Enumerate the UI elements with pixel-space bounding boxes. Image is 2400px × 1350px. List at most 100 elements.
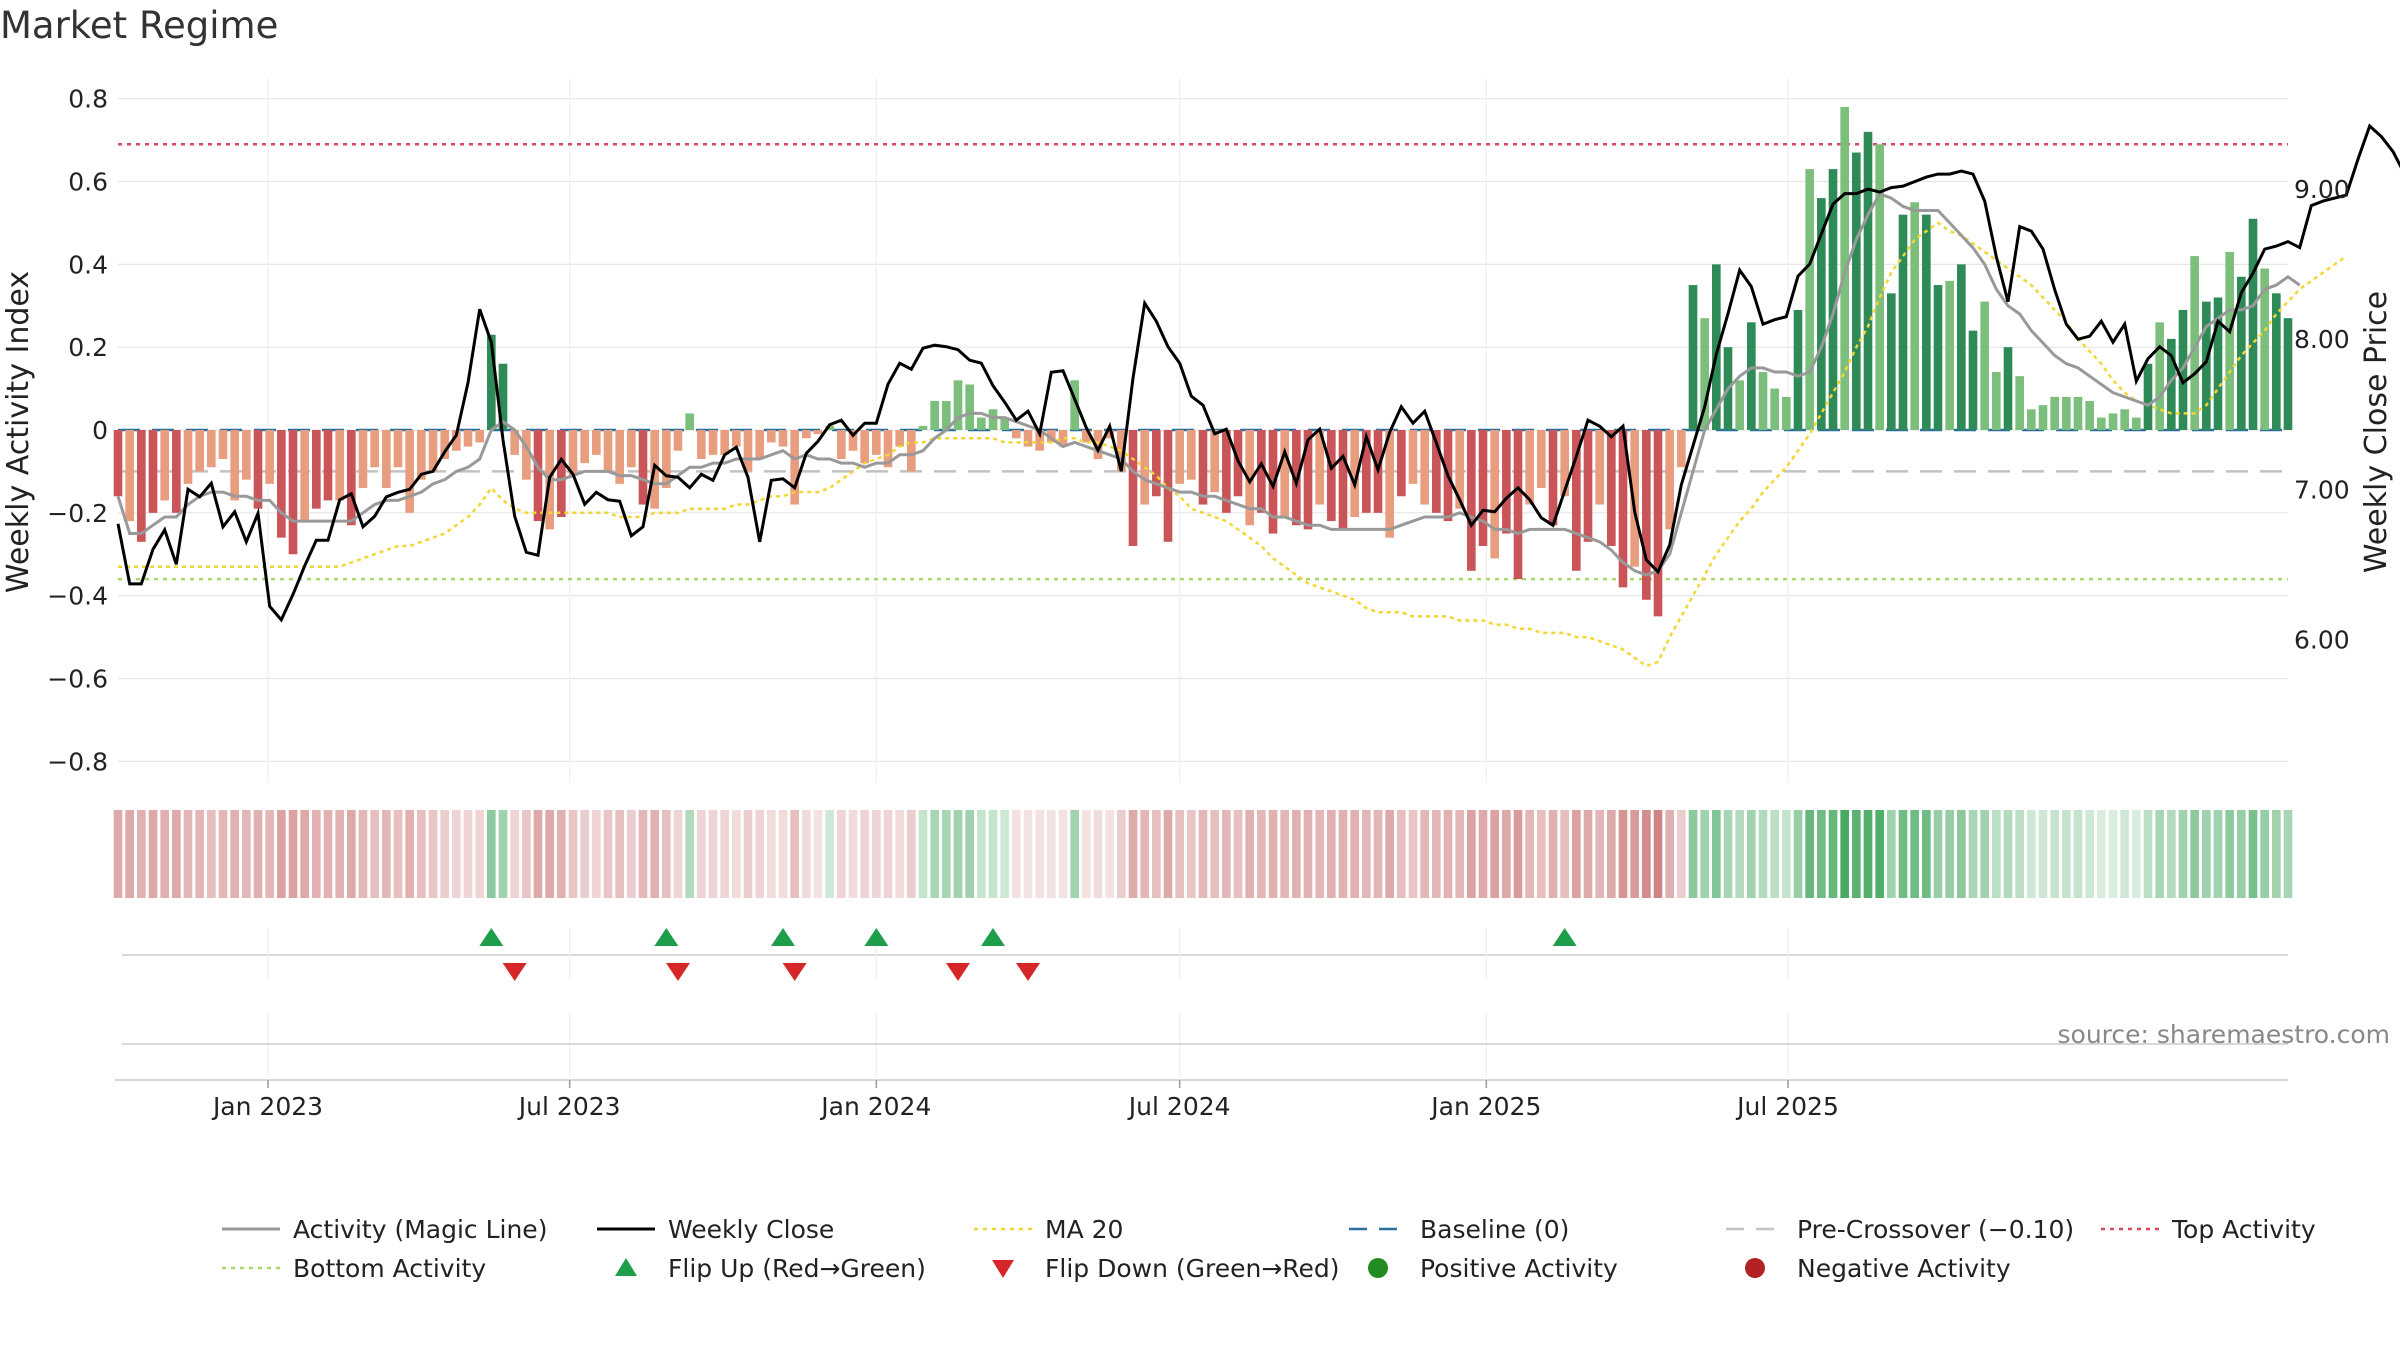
regime-cell <box>160 810 169 898</box>
activity-bar <box>2027 409 2036 430</box>
series-lines <box>116 123 2400 668</box>
activity-bar <box>2073 396 2083 430</box>
regime-cell <box>1502 810 1511 898</box>
regime-cell <box>1653 810 1663 898</box>
regime-cell <box>2027 810 2036 898</box>
legend-circle-icon <box>1745 1258 1765 1278</box>
flip-down-marker <box>946 963 970 981</box>
activity-bar <box>1047 430 1056 443</box>
regime-cell <box>1548 810 1558 898</box>
activity-bar <box>1128 430 1138 546</box>
activity-bar <box>673 430 683 451</box>
regime-cell <box>358 810 368 898</box>
activity-bar <box>2038 405 2048 430</box>
activity-bar <box>1688 285 1698 430</box>
activity-bar <box>463 430 473 447</box>
y-tick-label: −0.2 <box>47 499 108 528</box>
activity-bar <box>2085 401 2094 430</box>
legend-label: Negative Activity <box>1797 1254 2011 1283</box>
activity-bar <box>1350 430 1359 517</box>
activity-bar <box>1432 430 1441 513</box>
legend-triangle-down-icon <box>992 1260 1014 1278</box>
regime-cell <box>615 810 624 898</box>
activity-bar <box>895 430 904 447</box>
regime-cell <box>638 810 648 898</box>
activity-bar <box>1945 280 1954 430</box>
y-tick-label: −0.6 <box>47 664 108 693</box>
activity-bar <box>1210 430 1219 493</box>
regime-cell <box>1467 810 1476 898</box>
regime-cell <box>1163 810 1173 898</box>
activity-bar <box>883 430 893 468</box>
activity-bar <box>1665 430 1674 530</box>
regime-cell <box>1700 810 1709 898</box>
y-tick-label: 0.6 <box>68 168 108 197</box>
activity-bar <box>930 401 939 430</box>
regime-cell <box>1443 810 1453 898</box>
activity-bar <box>148 430 158 513</box>
regime-cell <box>1992 810 2001 898</box>
activity-bar <box>1187 430 1196 480</box>
activity-bar <box>288 430 298 555</box>
activity-bar <box>1280 430 1289 517</box>
regime-cell <box>1233 810 1243 898</box>
activity-bar <box>1852 152 1861 430</box>
regime-cell <box>1688 810 1698 898</box>
activity-bar <box>1758 372 1768 430</box>
regime-cell <box>685 810 694 898</box>
regime-cell <box>2202 810 2211 898</box>
activity-bar <box>2120 409 2129 430</box>
activity-bar <box>942 401 951 430</box>
regime-cell <box>2132 810 2141 898</box>
regime-cell <box>720 810 729 898</box>
activity-bar <box>1385 430 1394 538</box>
regime-cell <box>1140 810 1149 898</box>
regime-cell <box>1572 810 1581 898</box>
regime-cell <box>1385 810 1394 898</box>
activity-bar <box>1898 214 1908 430</box>
activity-bar <box>1163 430 1173 542</box>
regime-cell <box>942 810 951 898</box>
regime-cell <box>1875 810 1884 898</box>
activity-bar <box>1525 430 1534 505</box>
activity-bar <box>2062 396 2071 430</box>
activity-bar <box>113 430 123 497</box>
legend-item: Pre-Crossover (−0.10) <box>1726 1215 2074 1244</box>
activity-bar <box>720 430 729 455</box>
activity-bar <box>230 430 239 501</box>
activity-bar <box>1980 301 1989 430</box>
activity-bar <box>2097 417 2106 430</box>
flip-up-marker <box>981 928 1005 946</box>
regime-cell <box>463 810 473 898</box>
regime-cell <box>1257 810 1266 898</box>
regime-cell <box>1840 810 1849 898</box>
regime-cell <box>1583 810 1593 898</box>
regime-cell <box>580 810 589 898</box>
activity-bar <box>1933 285 1943 430</box>
regime-cell <box>218 810 228 898</box>
regime-cell <box>405 810 414 898</box>
activity-bar <box>1618 430 1628 588</box>
activity-bar <box>312 430 321 509</box>
activity-bar <box>1420 430 1429 505</box>
regime-cell <box>708 810 718 898</box>
regime-cell <box>393 810 403 898</box>
activity-bar <box>1828 169 1838 430</box>
regime-cell <box>2085 810 2094 898</box>
activity-bar <box>2132 417 2141 430</box>
activity-bar <box>218 430 228 459</box>
legend-item: Weekly Close <box>597 1215 834 1244</box>
regime-cell <box>510 810 519 898</box>
regime-cell <box>1863 810 1873 898</box>
regime-cell <box>475 810 484 898</box>
regime-cell <box>1327 810 1336 898</box>
activity-bar <box>1408 430 1418 484</box>
regime-cell <box>813 810 823 898</box>
activity-bar <box>977 417 986 430</box>
legend-label: Pre-Crossover (−0.10) <box>1797 1215 2074 1244</box>
regime-cell <box>2050 810 2059 898</box>
x-tick-label: Jan 2023 <box>211 1092 323 1121</box>
regime-cell <box>1677 810 1686 898</box>
activity-bar <box>207 430 216 468</box>
activity-bar <box>662 430 671 488</box>
